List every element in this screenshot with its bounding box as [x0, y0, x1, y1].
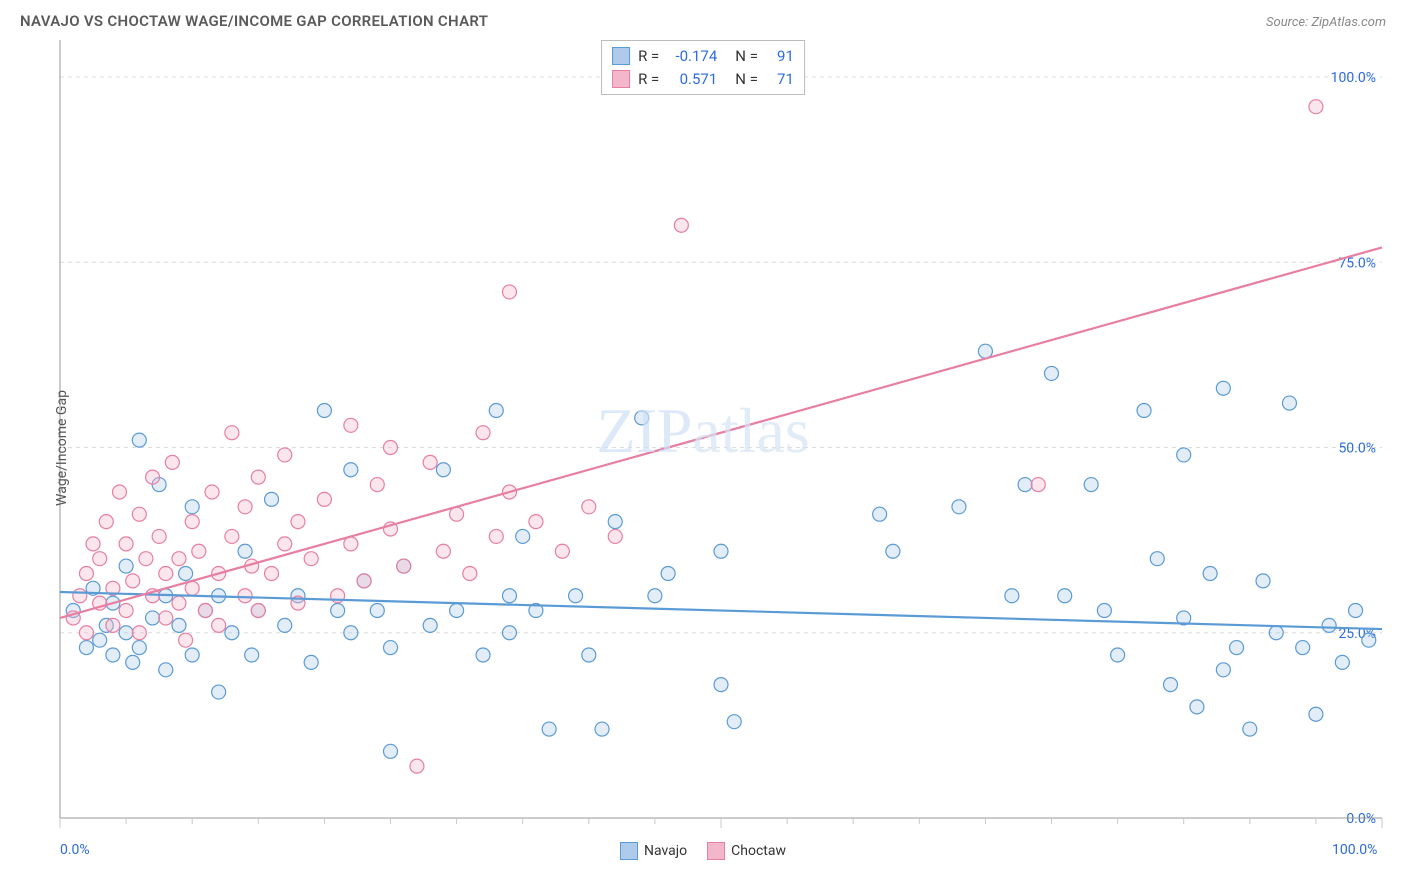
legend-label: Choctaw — [731, 843, 786, 859]
legend-item: Navajo — [620, 842, 687, 860]
y-axis-label: Wage/Income Gap — [54, 390, 70, 506]
x-axis-label-left: 0.0% — [60, 842, 90, 858]
r-label: R = — [638, 68, 659, 91]
x-axis-label-right: 100.0% — [1332, 842, 1377, 858]
svg-text:50.0%: 50.0% — [1338, 441, 1376, 457]
chart-title: NAVAJO VS CHOCTAW WAGE/INCOME GAP CORREL… — [20, 12, 488, 30]
legend-label: Navajo — [644, 843, 687, 859]
series-swatch — [707, 842, 725, 860]
r-label: R = — [638, 45, 659, 68]
scatter-plot: 0.0%25.0%50.0%75.0%100.0% — [12, 34, 1394, 862]
series-swatch — [612, 70, 630, 88]
series-swatch — [620, 842, 638, 860]
chart-source: Source: ZipAtlas.com — [1266, 15, 1386, 30]
correlation-row: R = -0.174 N = 91 — [612, 45, 794, 68]
series-legend: Navajo Choctaw — [620, 842, 786, 860]
chart-container: Wage/Income Gap 0.0%25.0%50.0%75.0%100.0… — [12, 34, 1394, 862]
r-value: -0.174 — [667, 45, 717, 68]
n-label: N = — [735, 68, 758, 91]
chart-header: NAVAJO VS CHOCTAW WAGE/INCOME GAP CORREL… — [12, 12, 1394, 30]
svg-text:100.0%: 100.0% — [1331, 70, 1376, 86]
source-link[interactable]: ZipAtlas.com — [1311, 15, 1386, 30]
svg-text:0.0%: 0.0% — [1346, 811, 1376, 827]
source-label: Source: — [1266, 15, 1308, 30]
correlation-row: R = 0.571 N = 71 — [612, 68, 794, 91]
n-value: 71 — [766, 68, 794, 91]
correlation-legend: R = -0.174 N = 91 R = 0.571 N = 71 — [601, 40, 805, 95]
series-swatch — [612, 47, 630, 65]
n-label: N = — [735, 45, 758, 68]
n-value: 91 — [766, 45, 794, 68]
r-value: 0.571 — [667, 68, 717, 91]
legend-item: Choctaw — [707, 842, 786, 860]
